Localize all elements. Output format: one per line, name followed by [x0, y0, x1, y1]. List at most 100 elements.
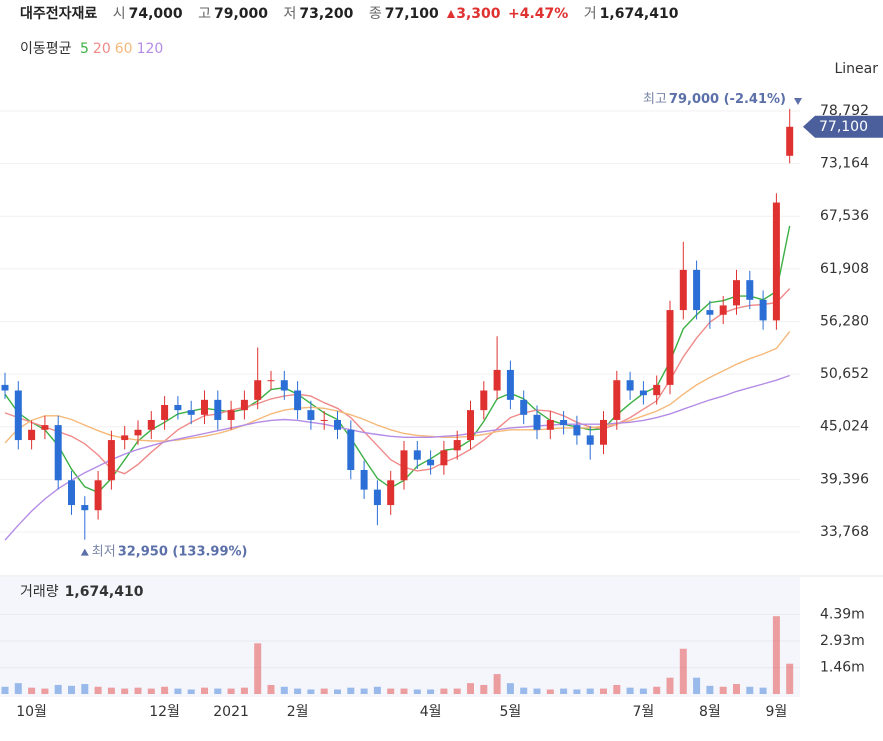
candle-body [533, 414, 541, 430]
volume-bar [453, 688, 461, 694]
high-note: 최고 79,000 (-2.41%) [643, 92, 786, 107]
volume-bar [187, 689, 195, 694]
y-tick-label: 2.93m [820, 633, 865, 649]
x-tick-label: 2021 [213, 704, 249, 720]
y-tick-label: 56,280 [820, 313, 869, 329]
candle-body [320, 419, 328, 421]
quote-header: 대주전자재료 시 74,000 고 79,000 저 73,200 종 77,100 3… [20, 3, 681, 23]
label: 시 [112, 6, 126, 22]
volume-bar [719, 686, 727, 694]
candle-body [68, 480, 75, 506]
low: 73,200 [299, 6, 354, 22]
scale-label: Linear [834, 61, 878, 77]
volume-bar [81, 684, 89, 694]
volume-bar [733, 684, 740, 694]
volume-bar [546, 689, 554, 694]
candle-body [613, 380, 621, 420]
candle-body [28, 429, 36, 441]
ma-line [4, 331, 791, 444]
volume-bar [161, 686, 169, 694]
high-note-text: 79,000 (-2.41%) [669, 92, 786, 107]
volume-bar [639, 688, 647, 694]
candle-body [746, 280, 754, 300]
high: 79,000 [214, 6, 269, 22]
candle-body [427, 459, 435, 466]
volume-bar [693, 677, 701, 694]
volume-bar [14, 683, 22, 694]
close: 77,100 [384, 6, 439, 22]
candle-body [772, 202, 780, 321]
ma-line [4, 374, 790, 541]
candle-body [134, 429, 142, 436]
candle-body [54, 425, 62, 481]
volume-title-label: 거래량 [20, 584, 59, 600]
high-note-prefix: 최고 [643, 92, 667, 107]
volume-bar [307, 689, 315, 694]
price-tag [803, 115, 883, 138]
volume-bar [147, 688, 155, 694]
candle-body [41, 425, 49, 430]
candle-body [546, 419, 554, 430]
candle-body [653, 384, 661, 396]
candle-body [586, 435, 594, 445]
volume-bar [427, 689, 435, 694]
volume-bar [280, 686, 288, 694]
volume-bar [28, 687, 36, 694]
candle-body [413, 450, 421, 460]
x-tick-label: 4월 [420, 704, 442, 720]
volume-bar [520, 687, 528, 694]
legend-entry: 60 [114, 41, 133, 57]
x-tick-label: 8월 [699, 704, 721, 720]
stock-name: 대주전자재료 [20, 6, 98, 22]
volume-bar [214, 688, 222, 694]
label: 거 [583, 6, 597, 22]
low-note-text: 32,950 (133.99%) [118, 544, 248, 559]
volume-bar [706, 685, 714, 694]
candle-body [506, 369, 514, 400]
candle-body [573, 425, 581, 436]
y-tick-label: 73,164 [820, 156, 869, 172]
volume-bar [54, 684, 62, 694]
candle-body [174, 404, 182, 411]
y-tick-label: 1.46m [820, 660, 865, 676]
y-tick-label: 45,024 [820, 419, 869, 435]
volume-bar [759, 687, 767, 694]
volume-bar [41, 688, 49, 694]
up-arrow [447, 10, 456, 18]
candle-body [759, 299, 767, 321]
volume-bar [201, 687, 208, 694]
x-tick-label: 10월 [16, 704, 47, 720]
candle-body [1, 384, 9, 391]
candle-body [480, 390, 488, 411]
candle-body [201, 399, 208, 415]
label: 저 [283, 6, 297, 22]
change: 3,300 [456, 6, 501, 22]
volume-title-value: 1,674,410 [65, 584, 144, 600]
y-tick-label: 50,652 [820, 366, 869, 382]
candle-body [693, 269, 701, 311]
volume-bar [334, 689, 341, 694]
volume-bar [586, 688, 594, 694]
candle-body [227, 410, 235, 420]
ma-line [4, 225, 791, 494]
y-tick-label: 33,768 [820, 524, 869, 540]
legend-entry: 20 [92, 41, 111, 57]
candle-body [81, 505, 89, 511]
volume-bar [267, 684, 275, 694]
volume-bar [613, 684, 621, 694]
volume-bar [387, 688, 395, 694]
volume-bar [560, 688, 568, 694]
y-tick-label: 61,908 [820, 261, 869, 277]
volume-bar [360, 688, 368, 694]
candle-body [254, 380, 262, 400]
x-tick-label: 5월 [500, 704, 522, 720]
volume-bar [772, 616, 780, 694]
volume-bar [68, 685, 75, 694]
volume-bar [373, 686, 381, 694]
x-tick-label: 12월 [149, 704, 180, 720]
candle-body [679, 269, 687, 311]
volume-panel [0, 577, 800, 697]
low-note: 최저 32,950 (133.99%) [92, 544, 248, 559]
volume-bar [174, 688, 182, 694]
